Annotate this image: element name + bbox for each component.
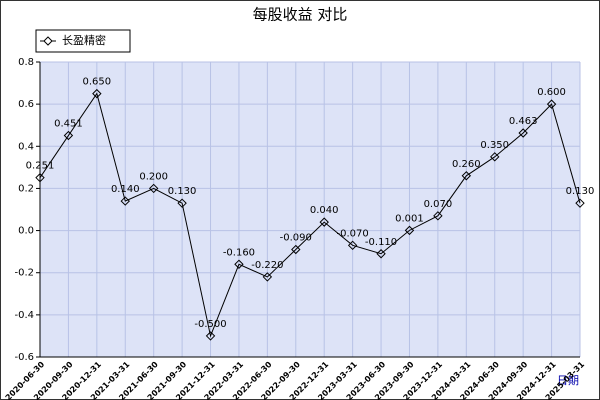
point-marker	[35, 172, 45, 183]
value-label: -0.110	[365, 237, 397, 248]
y-tick-label: -0.6	[14, 352, 34, 363]
y-tick-label: 0.4	[18, 141, 34, 152]
value-label: -0.070	[337, 228, 369, 239]
value-label: 0.001	[395, 213, 424, 224]
y-tick-label: 0.6	[18, 99, 34, 110]
point-marker	[291, 244, 301, 255]
point-marker	[347, 240, 358, 251]
value-label: 0.260	[452, 159, 481, 170]
value-label: 0.251	[26, 161, 55, 172]
plot-area	[40, 62, 580, 357]
value-label: 0.130	[168, 186, 197, 197]
point-marker	[433, 211, 443, 221]
y-tick-label: 0.8	[18, 57, 34, 68]
point-marker	[490, 152, 500, 162]
value-label: 0.140	[111, 184, 140, 195]
point-marker	[120, 196, 130, 206]
legend-marker	[43, 36, 53, 46]
value-label: 0.350	[480, 140, 509, 151]
chart-title: 每股收益 对比	[253, 6, 348, 24]
value-label: -0.500	[194, 319, 226, 330]
value-label: -0.160	[223, 247, 255, 258]
value-label: 0.451	[54, 119, 83, 130]
value-label: 0.650	[83, 77, 112, 88]
legend-label: 长盈精密	[62, 33, 106, 47]
point-marker	[319, 217, 329, 227]
point-marker	[546, 99, 557, 109]
value-label: 0.070	[424, 199, 453, 210]
point-marker	[205, 331, 216, 341]
value-label: 0.463	[509, 116, 538, 127]
value-label: -0.090	[280, 233, 312, 244]
point-marker	[262, 272, 273, 282]
point-marker	[148, 183, 159, 194]
point-marker	[234, 259, 244, 269]
legend-box	[35, 29, 131, 53]
point-marker	[461, 171, 472, 181]
point-marker	[177, 198, 187, 208]
value-label: 0.130	[566, 186, 595, 197]
value-label: 0.600	[537, 87, 566, 98]
point-marker	[92, 88, 102, 99]
value-label: -0.220	[251, 260, 283, 271]
y-tick-label: -0.2	[14, 268, 34, 279]
y-tick-label: -0.4	[14, 310, 34, 321]
y-tick-label: 0.2	[18, 183, 34, 194]
value-label: 0.040	[310, 205, 339, 216]
y-tick-label: 0.0	[18, 226, 34, 237]
point-marker	[376, 249, 386, 259]
value-label: 0.200	[139, 171, 168, 182]
x-axis-label: 日期	[557, 374, 579, 387]
point-marker	[575, 198, 585, 208]
point-marker	[518, 128, 528, 138]
point-marker	[404, 225, 415, 236]
series-line	[39, 92, 581, 338]
point-marker	[63, 130, 74, 141]
